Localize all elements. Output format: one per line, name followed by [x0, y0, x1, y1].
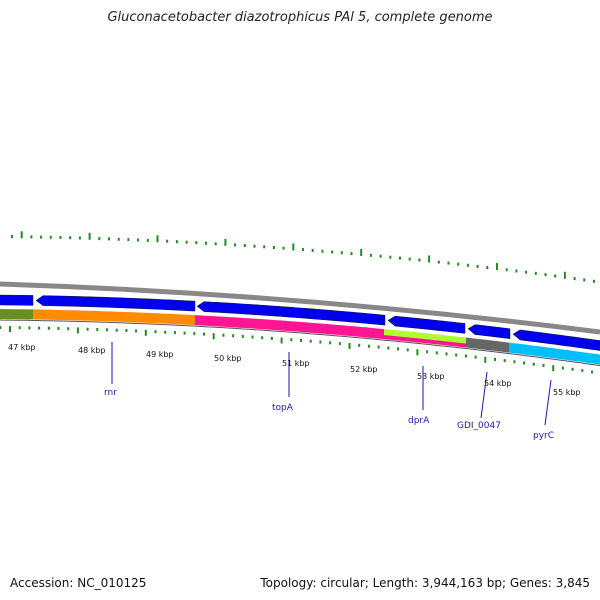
genome-backbone — [0, 281, 600, 335]
kbp-label: 52 kbp — [350, 365, 378, 374]
kbp-label: 55 kbp — [553, 388, 581, 397]
gene-labels: rnr topA dprA GDI_0047 pyrC — [104, 342, 554, 441]
cog-segment[interactable] — [509, 342, 600, 365]
kbp-tick-track — [0, 326, 593, 374]
cog-segment[interactable] — [466, 337, 509, 353]
cog-segment[interactable] — [195, 315, 384, 340]
forward-gene-arrow[interactable] — [196, 301, 386, 326]
forward-gene-arrow[interactable] — [387, 315, 466, 334]
cog-segment[interactable] — [384, 335, 466, 348]
map-title: Gluconacetobacter diazotrophicus PAl 5, … — [107, 10, 493, 25]
gene-label-GDI_0047[interactable]: GDI_0047 — [457, 421, 501, 431]
kbp-labels: 47 kbp 48 kbp 49 kbp 50 kbp 51 kbp 52 kb… — [8, 343, 581, 397]
gene-label-leader — [480, 371, 488, 419]
forward-gene-arrow[interactable] — [512, 329, 600, 351]
forward-gene-arrow[interactable] — [467, 324, 511, 339]
kbp-label: 54 kbp — [484, 379, 512, 388]
forward-gene-arrow[interactable] — [35, 295, 196, 312]
accession-label: Accession: NC_010125 — [10, 576, 147, 590]
topology-label: Topology: circular; Length: 3,944,163 bp… — [260, 576, 590, 590]
gene-label-leader — [544, 379, 552, 426]
cog-track-edge — [0, 319, 600, 367]
cog-segment[interactable] — [0, 309, 33, 320]
kbp-label: 47 kbp — [8, 343, 36, 352]
gene-label-topA[interactable]: topA — [272, 403, 294, 413]
kbp-label: 48 kbp — [78, 346, 106, 355]
kbp-label: 50 kbp — [214, 354, 242, 363]
gene-label-dprA[interactable]: dprA — [408, 416, 430, 426]
cog-color-track — [0, 309, 600, 367]
forward-strand-track — [0, 294, 600, 351]
cog-segment[interactable] — [33, 309, 195, 326]
gene-label-rnr[interactable]: rnr — [104, 388, 117, 398]
kbp-label: 53 kbp — [417, 372, 445, 381]
kbp-label: 51 kbp — [282, 359, 310, 368]
gene-label-pyrC[interactable]: pyrC — [533, 431, 554, 441]
forward-gene-arrow[interactable] — [0, 294, 34, 306]
kbp-label: 49 kbp — [146, 350, 174, 359]
gc-skew-track — [11, 231, 595, 283]
